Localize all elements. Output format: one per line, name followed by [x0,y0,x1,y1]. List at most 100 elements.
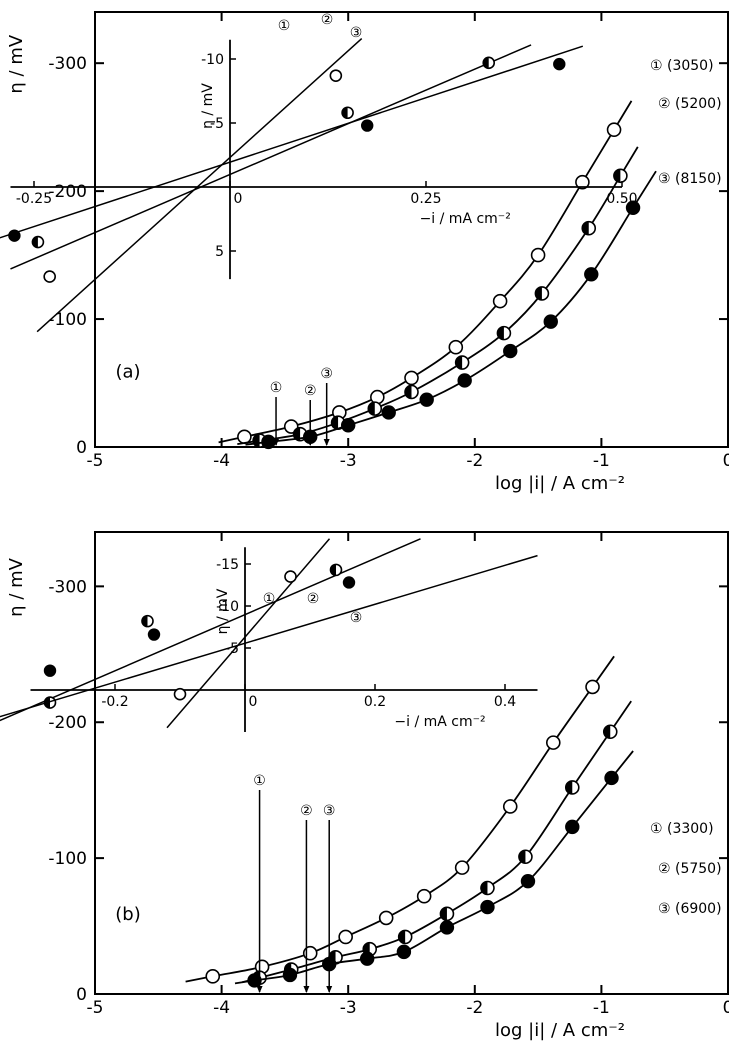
panel-b-inset-fit-line [0,538,421,722]
panel-b-point [359,951,375,966]
panel-b-point [518,849,533,865]
panel-a-ytick-label: 0 [76,438,87,458]
panel-a-xtick-label: -3 [340,451,357,471]
panel-b-point [604,770,619,786]
panel-b-xtick-label: 0 [723,998,729,1018]
panel-b-inset-point-fill [142,615,148,627]
panel-a-point [448,339,464,355]
panel-a-frame [94,11,729,448]
panel-a-point [404,370,419,386]
panel-b-point [602,724,618,740]
panel-a-xtick-label: -2 [466,451,483,471]
panel-b-xlabel: log |i| / A cm⁻² [495,1020,625,1041]
panel-a-point [367,401,383,416]
panel-a-inset-ytick-label: -5 [210,116,224,132]
panel-a-inset-point-fill [342,107,348,119]
panel-a-inset-point [553,57,566,71]
panel-b-inset-point-fill [330,564,336,576]
panel-a-inset-xtick-label: 0.25 [410,191,441,207]
panel-b-marker-label: ① [253,773,266,789]
panel-a-point [606,122,622,138]
panel-b-point [397,929,413,945]
panel-a-inset-fit-line [36,37,363,333]
panel-a-xtick-label: -5 [87,451,104,471]
panel-a-series-label: ① (3050) [650,58,714,74]
panel-b-inset-point [173,687,187,701]
panel-a-point [613,168,628,184]
panel-b-series-label: ③ (6900) [658,901,722,917]
panel-b-point [338,929,353,945]
panel-b-point [585,679,600,695]
panel-a-point [341,418,356,433]
panel-a-point-fill [497,326,504,340]
panel-a-ylabel: η / mV [6,34,27,93]
panel-b-marker-arrow [256,986,263,993]
panel-a-point [404,384,419,400]
panel-a-point-fill [405,385,412,399]
panel-a-inset-series-label: ③ [350,25,363,41]
panel-b-inset-point [141,614,154,628]
panel-b-marker-arrow [326,986,333,993]
panel-b-inset-point [342,576,356,589]
panel-a-ytick-label: -100 [48,310,87,330]
panel-a-marker-arrow [323,439,330,446]
panel-a-inset-point-fill [32,236,38,248]
panel-b-point [302,945,318,961]
panel-b-inset-series-label: ③ [350,610,363,626]
panel-b-point [545,735,561,750]
panel-b-point [378,910,394,926]
panel-b-point [480,880,495,896]
panel-a-point-fill [331,416,339,430]
panel-b-inset-xlabel: −i / mA cm⁻² [394,714,485,730]
panel-a-inset-series-label: ① [278,18,291,34]
panel-a-inset-point [361,119,374,132]
panel-b-point [520,874,536,889]
panel-a-inset-ytick-label: 5 [215,244,224,260]
panel-a-marker-arrow [307,439,314,446]
panel-b-xtick-label: -5 [87,998,104,1018]
panel-a-marker-arrow [273,439,280,446]
panel-b-point [247,973,262,988]
panel-a-point [575,174,590,190]
panel-a-marker-label: ① [270,380,283,396]
panel-a-point [534,286,550,301]
panel-b-point [502,799,518,814]
panel-b-inset-ytick-label: -10 [216,599,239,615]
panel-a-inset-ylabel: η / mV [200,83,216,129]
panel-a-point-fill [293,427,301,441]
panel-b-ytick-label: -100 [48,849,87,869]
panel-b-series-line [241,700,632,984]
panel-a-xtick-label: -1 [593,451,610,471]
panel-b-xtick-label: -2 [466,998,483,1018]
panel-b-point [565,819,580,835]
panel-b-marker-arrow [303,986,310,993]
panel-a-inset-fit-line [0,45,584,239]
panel-b-point-fill [480,881,488,895]
panel-a-point [503,343,518,359]
panel-a-point-fill [613,169,621,183]
panel-b-panel-label: (b) [115,904,140,925]
panel-a-series-label: ② (5200) [658,96,722,112]
panel-b-xtick-label: -4 [213,998,230,1018]
panel-a-series-label: ③ (8150) [658,171,722,187]
panel-b-point-fill [565,780,573,794]
panel-b-inset-ytick-label: -15 [216,557,239,573]
panel-a-point [454,355,470,370]
panel-a-point [419,392,434,407]
panel-b-point [564,780,580,795]
panel-a-point [543,314,558,329]
panel-a-point [381,405,396,420]
panel-a-point [492,293,508,309]
panel-b-frame [94,531,729,995]
panel-a-xtick-label: 0 [723,451,729,471]
panel-a-point-fill [455,356,463,370]
panel-b-point-fill [440,907,447,921]
panel-a-inset-xtick-label: 0 [234,191,243,207]
panel-b-point [282,967,298,983]
panel-a-xlabel: log |i| / A cm⁻² [495,473,625,494]
panel-b-point [416,888,432,904]
panel-a-inset-xlabel: −i / mA cm⁻² [420,211,511,227]
panel-a-inset-point [329,69,343,82]
panel-b-point-fill [603,725,611,739]
